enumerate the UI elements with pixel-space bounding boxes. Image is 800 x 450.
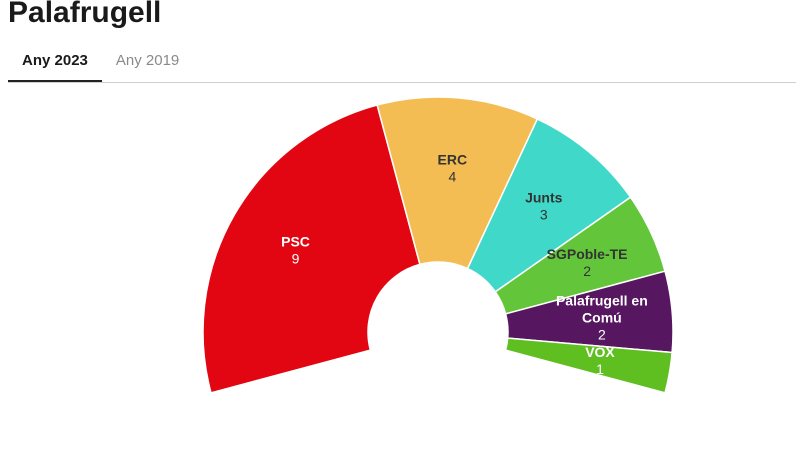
label-vox: VOX	[585, 344, 615, 360]
seats-sgpoble-te: 2	[583, 263, 591, 279]
slice-psc[interactable]	[202, 104, 421, 394]
tab-2023[interactable]: Any 2023	[8, 44, 102, 82]
page-title: Palafrugell	[8, 0, 162, 29]
seats-psc: 9	[292, 250, 300, 266]
label-sgpoble-te: SGPoble-TE	[547, 246, 628, 262]
label-erc: ERC	[438, 152, 468, 168]
label-palafrugell-en-com-: Comú	[582, 310, 622, 326]
slice-erc[interactable]	[376, 96, 539, 270]
seats-erc: 4	[448, 169, 456, 185]
label-junts: Junts	[525, 189, 563, 205]
seats-palafrugell-en-com-: 2	[598, 327, 606, 343]
year-tabs: Any 2023 Any 2019	[8, 44, 796, 83]
label-psc: PSC	[281, 233, 310, 249]
tab-2019[interactable]: Any 2019	[115, 52, 180, 69]
seats-junts: 3	[540, 206, 548, 222]
seats-vox: 1	[596, 361, 604, 377]
label-palafrugell-en-com-: Palafrugell en	[556, 293, 648, 309]
slice-vox[interactable]	[504, 337, 673, 394]
